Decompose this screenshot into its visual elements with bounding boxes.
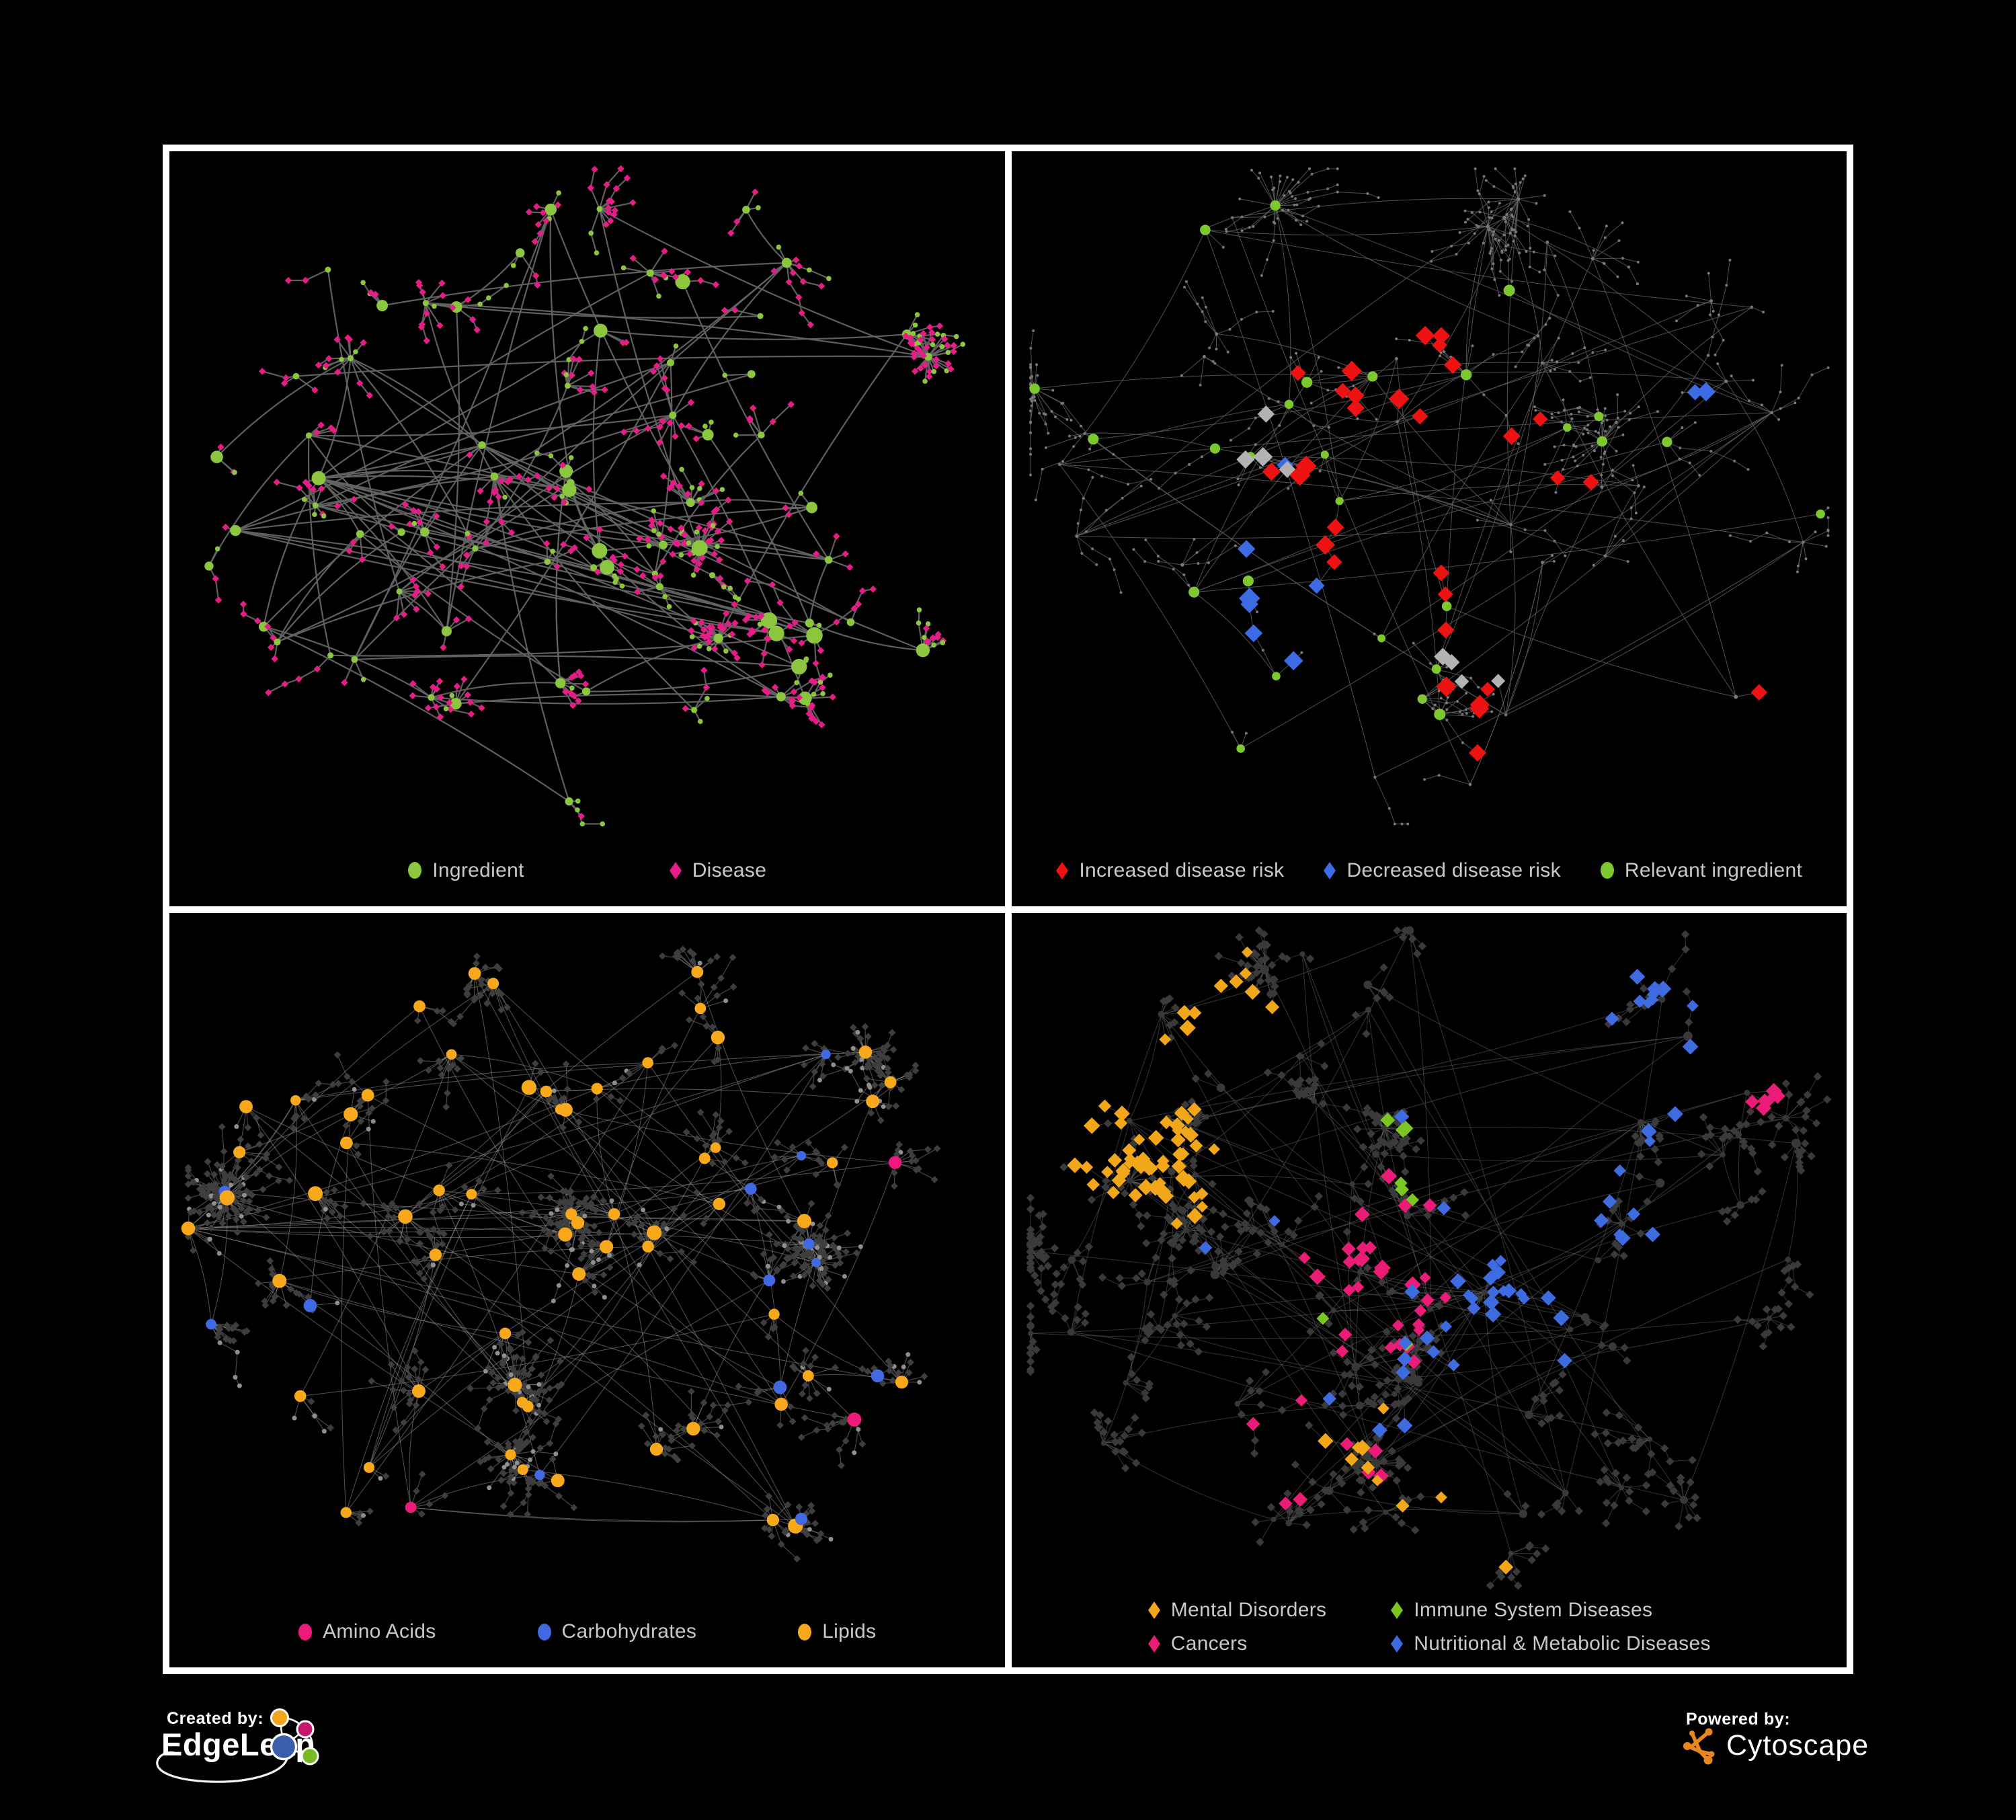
network-disease-risk xyxy=(1029,167,1829,826)
network-nutrients xyxy=(181,945,941,1562)
powered-by-label: Powered by: xyxy=(1686,1710,1791,1729)
panel-disease-categories: Mental Disorders Immune System Diseases Ca… xyxy=(1011,912,1847,1667)
panel-disease-risk: Increased disease risk Decreased disease … xyxy=(1011,151,1847,906)
edgeleap-logo-icon xyxy=(156,1708,319,1783)
cytoscape-logo-text: Cytoscape xyxy=(1726,1729,1869,1762)
network-disease-categories xyxy=(1026,926,1831,1590)
panel-nutrients: Amino Acids Carbohydrates Lipids xyxy=(169,912,1005,1667)
cytoscape-logo-icon xyxy=(1683,1728,1715,1765)
created-by-label: Created by: xyxy=(167,1709,264,1728)
panel-ingredient-disease: Ingredient Disease xyxy=(169,151,1005,906)
panel-grid: Ingredient Disease Increased disease risk… xyxy=(163,145,1853,1674)
network-ingredient-disease xyxy=(204,165,966,827)
